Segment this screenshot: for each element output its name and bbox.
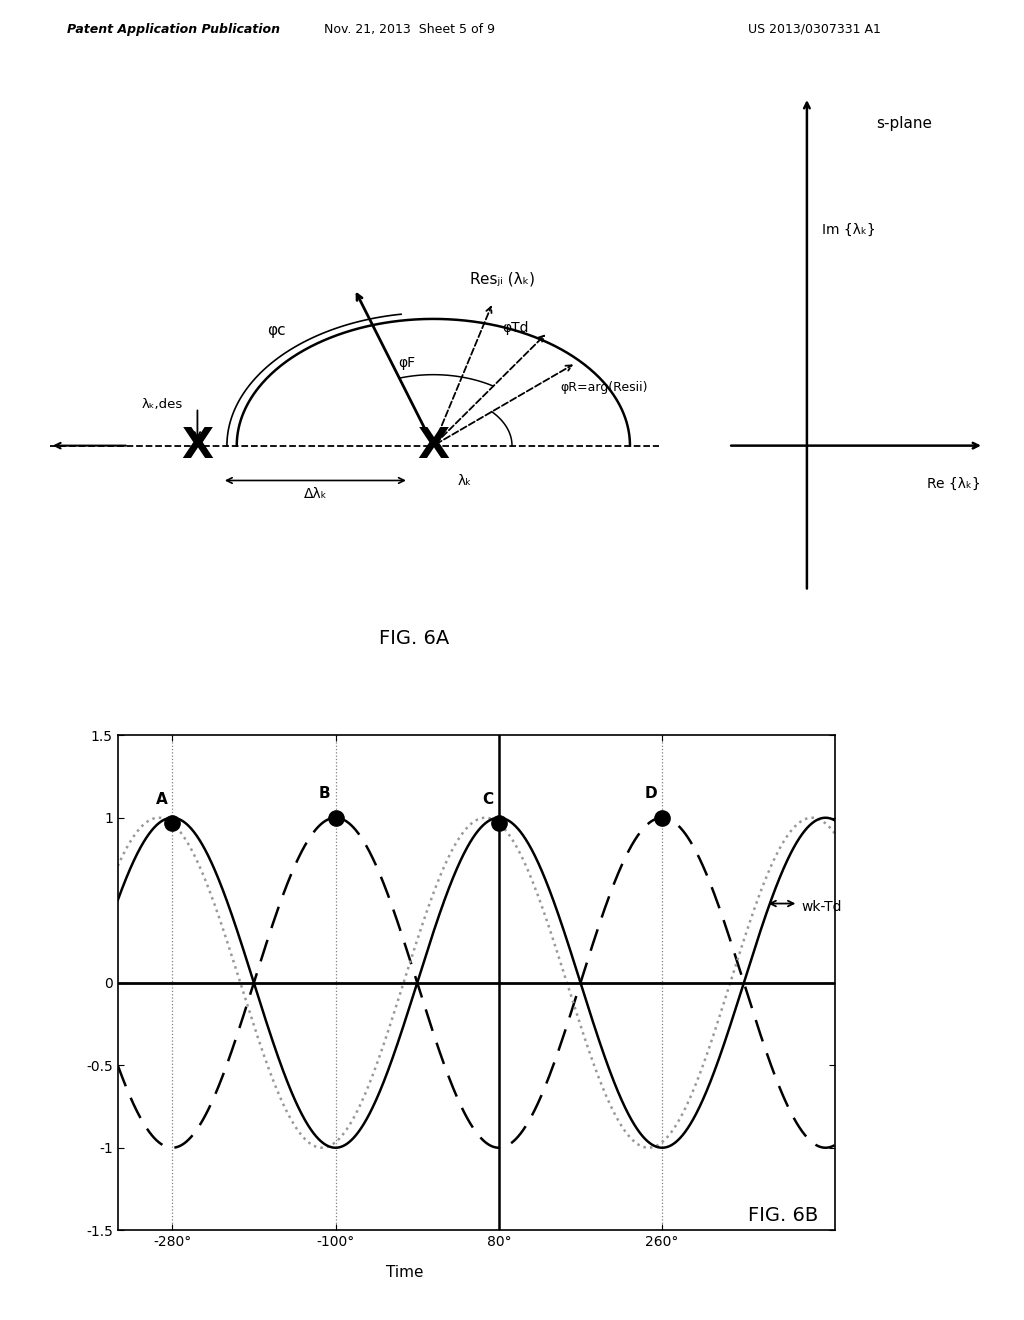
Text: φc: φc [267,323,286,338]
Text: Δλₖ: Δλₖ [303,487,328,500]
Text: US 2013/0307331 A1: US 2013/0307331 A1 [748,22,881,36]
Text: λₖ,des: λₖ,des [141,397,182,411]
Text: FIG. 6A: FIG. 6A [379,630,449,648]
Text: A: A [156,792,167,807]
Text: Nov. 21, 2013  Sheet 5 of 9: Nov. 21, 2013 Sheet 5 of 9 [325,22,495,36]
X-axis label: Time: Time [386,1265,423,1280]
Text: $\mathbf{X}$: $\mathbf{X}$ [417,425,450,467]
Text: φR=arg(Resii): φR=arg(Resii) [560,381,648,393]
Text: λₖ: λₖ [458,474,472,488]
Text: Resⱼᵢ (λₖ): Resⱼᵢ (λₖ) [470,272,536,286]
Text: s-plane: s-plane [876,116,932,131]
Text: Patent Application Publication: Patent Application Publication [67,22,280,36]
Text: φF: φF [398,356,416,371]
Text: FIG. 6B: FIG. 6B [748,1206,818,1225]
Text: Re {λₖ}: Re {λₖ} [928,478,981,491]
Text: wk-Td: wk-Td [801,900,842,913]
Text: φTd: φTd [503,321,528,335]
Text: D: D [645,787,657,801]
Text: C: C [482,792,494,807]
Text: Im {λₖ}: Im {λₖ} [821,223,876,238]
Text: $\mathbf{X}$: $\mathbf{X}$ [181,425,214,467]
Text: B: B [318,787,331,801]
